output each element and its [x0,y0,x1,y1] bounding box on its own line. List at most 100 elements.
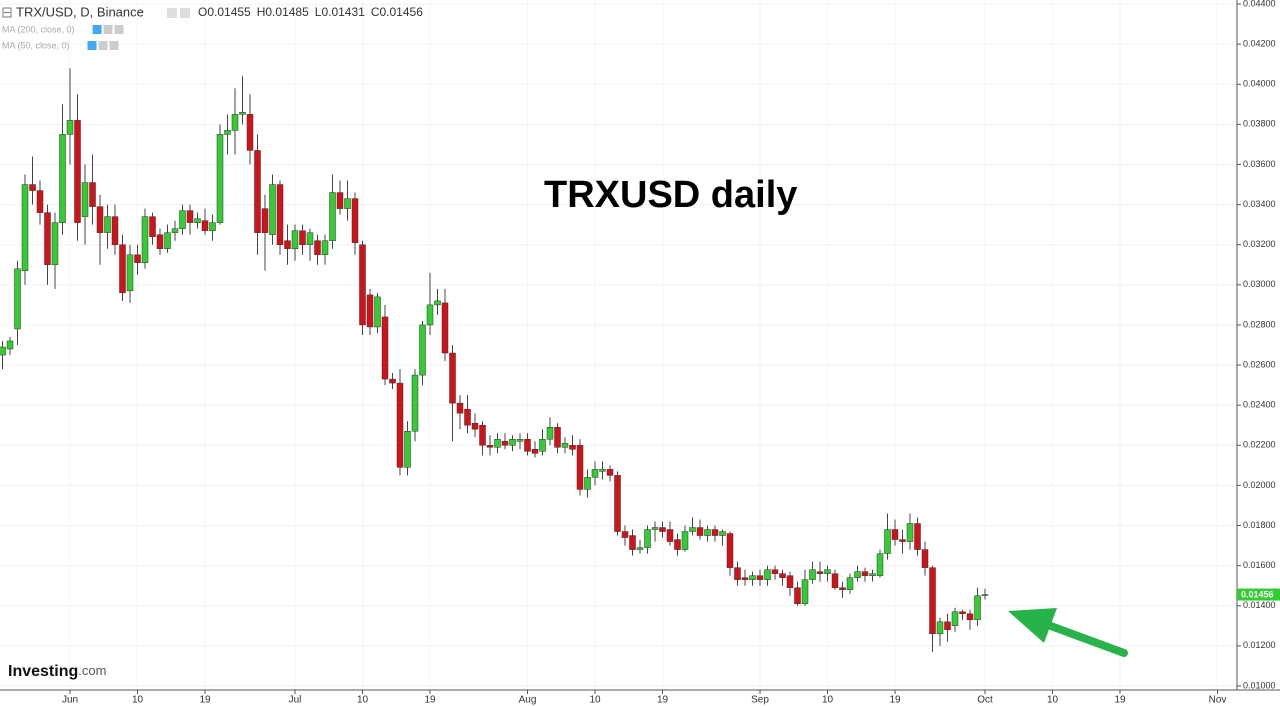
candle-body [14,268,21,330]
candle-body [569,445,576,450]
y-tick-label: 0.02600 [1243,359,1276,369]
y-tick-label: 0.01400 [1243,600,1276,610]
candle-body [561,443,569,448]
candle-body [666,529,674,542]
candle-body [966,613,974,621]
candle-body [711,529,719,536]
x-tick-label: Jul [289,695,302,706]
ohlc-value: H0.01485 [257,5,309,19]
y-tick-label: 0.04000 [1243,79,1276,89]
candle-body [846,577,854,590]
candle-body [141,216,149,264]
candle-body [434,300,441,306]
candle-body [111,216,119,245]
candle-body [426,304,434,326]
candle-body [389,378,396,384]
candle-body [126,254,134,292]
indicator-settings-icon[interactable] [103,25,113,34]
candle-body [441,302,449,354]
logo-name: Investing [8,663,78,680]
x-tick-label: 19 [657,695,669,706]
x-tick-label: Nov [1209,695,1227,706]
candle-body [644,529,651,548]
candle-body [479,424,486,446]
candle-body [456,402,464,414]
candle-body [801,579,809,605]
candle-body [681,531,689,550]
logo: Investing.com [8,663,106,680]
y-tick-label: 0.03600 [1243,159,1276,169]
candle-body [404,431,411,468]
candle-body [156,234,164,249]
arrow-head [1008,608,1057,643]
candle-body [471,422,479,430]
candle-body [734,567,741,580]
candle-body [584,477,591,490]
candle-body [179,210,186,229]
arrow-shaft [1036,618,1128,657]
grid [0,0,1237,690]
candle-body [809,569,816,580]
candle-body [906,523,914,542]
x-tick-label: 10 [589,695,601,706]
candle-body [306,232,314,245]
candle-body [921,549,929,568]
candle-body [269,184,276,235]
ohlc-value: O0.01455 [198,5,251,19]
candle-body [756,575,764,580]
last-price-tag [1237,588,1280,601]
candle-body [591,469,599,478]
candle-body [164,232,171,249]
candle-body [981,594,989,596]
candle-body [494,439,501,448]
candle-body [726,533,734,568]
indicator-settings-icon[interactable] [98,41,108,50]
candle-body [689,527,696,532]
candle-body [651,527,659,530]
candle-body [6,340,14,350]
y-tick-label: 0.02200 [1243,440,1276,450]
candle-body [749,575,756,580]
candle-body [606,469,614,476]
y-tick-label: 0.02800 [1243,319,1276,329]
candle-body [944,621,951,631]
candle-body [381,316,389,380]
close-icon[interactable] [180,8,190,18]
candle-body [194,218,201,223]
candle-body [636,547,644,550]
candle-body [276,184,284,245]
indicator-visible-icon[interactable] [92,25,102,34]
candle-body [96,206,104,233]
x-tick-label: 10 [132,695,144,706]
indicator-visible-icon[interactable] [87,41,97,50]
candle-body [891,529,899,540]
candles [0,68,989,652]
candle-body [359,244,366,326]
candle-body [974,595,981,621]
candle-body [621,531,629,538]
candle-body [816,571,824,574]
indicator: MA (200, close, 0) [2,24,75,34]
settings-icon[interactable] [167,8,177,18]
candle-body [261,208,269,233]
candle-body [291,230,299,249]
candle-body [614,475,621,532]
symbol: TRX/USD, D, Binance [16,4,144,19]
candle-body [576,445,584,490]
candle-body [216,134,224,223]
candle-body [914,523,921,550]
y-tick-label: 0.02400 [1243,400,1276,410]
candle-body [704,529,711,536]
candle-body [786,575,794,588]
indicator-remove-icon[interactable] [109,41,119,50]
collapse-icon[interactable] [2,7,12,18]
candle-body [936,621,944,635]
candle-body [539,439,546,452]
indicator-remove-icon[interactable] [114,25,124,34]
candle-body [284,240,291,249]
last-price-label: 0.01456 [1241,589,1274,599]
candle-body [411,374,419,432]
x-tick-label: 19 [1114,695,1126,706]
x-tick-label: 10 [822,695,834,706]
